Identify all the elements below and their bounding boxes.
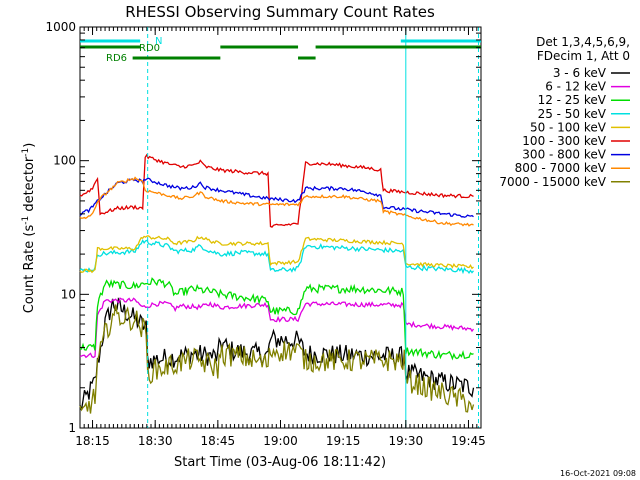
series-line (79, 304, 475, 414)
legend: Det 1,3,4,5,6,9, FDecim 1, Att 0 3 - 6 k… (499, 35, 630, 189)
legend-entry-label: 12 - 25 keV (538, 93, 607, 107)
x-tick-label: 18:45 (201, 434, 236, 448)
y-axis-label-part: ) (22, 143, 37, 148)
legend-entry-label: 100 - 300 keV (522, 134, 606, 148)
chart-title: RHESSI Observing Summary Count Rates (125, 3, 435, 21)
y-axis-label-part: detector (22, 156, 37, 216)
series-line (80, 277, 474, 361)
legend-header-line: FDecim 1, Att 0 (537, 49, 630, 63)
y-tick-label: 1 (68, 421, 76, 435)
plot-frame (79, 26, 482, 429)
series-line (79, 238, 474, 275)
series-line (79, 153, 474, 228)
legend-entry-label: 25 - 50 keV (538, 107, 607, 121)
y-axis-label: Count Rate (s-1 detector-1) (21, 143, 37, 314)
legend-entry-label: 7000 - 15000 keV (499, 175, 606, 189)
series-line (79, 297, 475, 359)
legend-entry-label: 6 - 12 keV (545, 80, 607, 94)
flag-label-rd6: RD6 (106, 53, 127, 64)
x-axis-label: Start Time (03-Aug-06 18:11:42) (174, 455, 386, 470)
series-line (79, 235, 474, 274)
series-layer (79, 153, 475, 414)
legend-entry-label: 800 - 7000 keV (515, 161, 607, 175)
flag-label-n: N (155, 36, 162, 47)
y-axis-label-sup: -1 (21, 216, 31, 225)
legend-entry-label: 300 - 800 keV (522, 148, 606, 162)
time-markers (147, 27, 479, 428)
flag-label-rd0: RD0 (139, 43, 160, 54)
footer-timestamp: 16-Oct-2021 09:08 (560, 469, 636, 478)
series-line (79, 177, 474, 218)
y-tick-label: 100 (53, 154, 76, 168)
legend-entry-label: 50 - 100 keV (530, 120, 607, 134)
x-tick-label: 19:00 (263, 434, 298, 448)
legend-header-line: Det 1,3,4,5,6,9, (536, 35, 630, 49)
y-tick-label: 1000 (45, 20, 76, 34)
y-axis-label-part: Count Rate (s (22, 225, 37, 314)
x-tick-label: 18:15 (75, 434, 110, 448)
x-tick-label: 18:30 (138, 434, 173, 448)
x-tick-label: 19:45 (451, 434, 486, 448)
x-tick-label: 19:30 (389, 434, 424, 448)
legend-entry-label: 3 - 6 keV (553, 66, 607, 80)
axes: 18:15 18:30 18:45 19:00 19:15 19:30 19:45 1 10 10… (45, 20, 485, 448)
y-axis-label-sup: -1 (21, 148, 31, 157)
plot-area (79, 26, 482, 429)
y-tick-label: 10 (61, 287, 76, 301)
series-line (79, 176, 474, 227)
x-tick-label: 19:15 (326, 434, 361, 448)
